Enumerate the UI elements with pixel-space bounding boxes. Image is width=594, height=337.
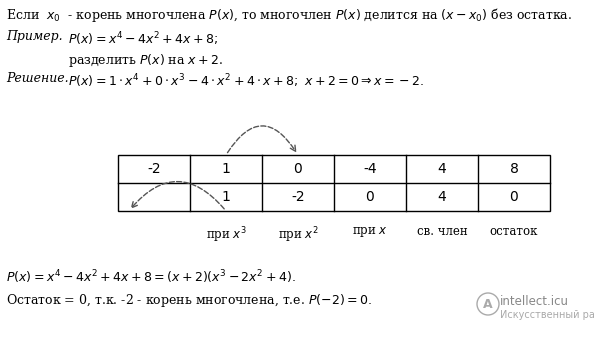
- Text: 1: 1: [222, 162, 230, 176]
- Text: Остаток = 0, т.к. -2 - корень многочлена, т.е. $P(-2) = 0.$: Остаток = 0, т.к. -2 - корень многочлена…: [6, 292, 372, 309]
- Circle shape: [477, 293, 499, 315]
- FancyArrowPatch shape: [228, 126, 296, 153]
- Text: св. член: св. член: [416, 225, 467, 238]
- Text: 8: 8: [510, 162, 519, 176]
- Text: Если  $x_0$  - корень многочлена $P(x)$, то многочлен $P(x)$ делится на $(x-x_0): Если $x_0$ - корень многочлена $P(x)$, т…: [6, 6, 572, 24]
- Text: 1: 1: [222, 190, 230, 204]
- Text: -2: -2: [147, 162, 161, 176]
- Text: 0: 0: [510, 190, 519, 204]
- Text: $P(x) = 1 \cdot x^4 + 0 \cdot x^3 - 4 \cdot x^2 + 4 \cdot x + 8;\ x+2=0 \Rightar: $P(x) = 1 \cdot x^4 + 0 \cdot x^3 - 4 \c…: [68, 72, 424, 90]
- Text: -4: -4: [363, 162, 377, 176]
- Text: при $x^3$: при $x^3$: [206, 225, 247, 245]
- Text: при $x$: при $x$: [352, 225, 388, 239]
- Bar: [118, 155, 550, 211]
- Text: 4: 4: [438, 162, 446, 176]
- Text: -2: -2: [291, 190, 305, 204]
- Text: 0: 0: [293, 162, 302, 176]
- Text: остаток: остаток: [490, 225, 538, 238]
- Text: разделить $P(x)$ на $x+2$.: разделить $P(x)$ на $x+2$.: [68, 52, 223, 69]
- Text: при $x^2$: при $x^2$: [277, 225, 318, 245]
- Text: $P(x) = x^4 - 4x^2 + 4x + 8;$: $P(x) = x^4 - 4x^2 + 4x + 8;$: [68, 30, 218, 48]
- Text: intellect.icu: intellect.icu: [500, 295, 569, 308]
- Text: 4: 4: [438, 190, 446, 204]
- Text: A: A: [483, 298, 493, 310]
- Text: $P(x) = x^4 - 4x^2 + 4x + 8 = (x+2)(x^3 - 2x^2 + 4).$: $P(x) = x^4 - 4x^2 + 4x + 8 = (x+2)(x^3 …: [6, 268, 296, 285]
- Text: 0: 0: [366, 190, 374, 204]
- Text: Искусственный разум: Искусственный разум: [500, 310, 594, 320]
- Text: Пример.: Пример.: [6, 30, 62, 43]
- FancyArrowPatch shape: [132, 182, 224, 209]
- Text: Решение.: Решение.: [6, 72, 69, 85]
